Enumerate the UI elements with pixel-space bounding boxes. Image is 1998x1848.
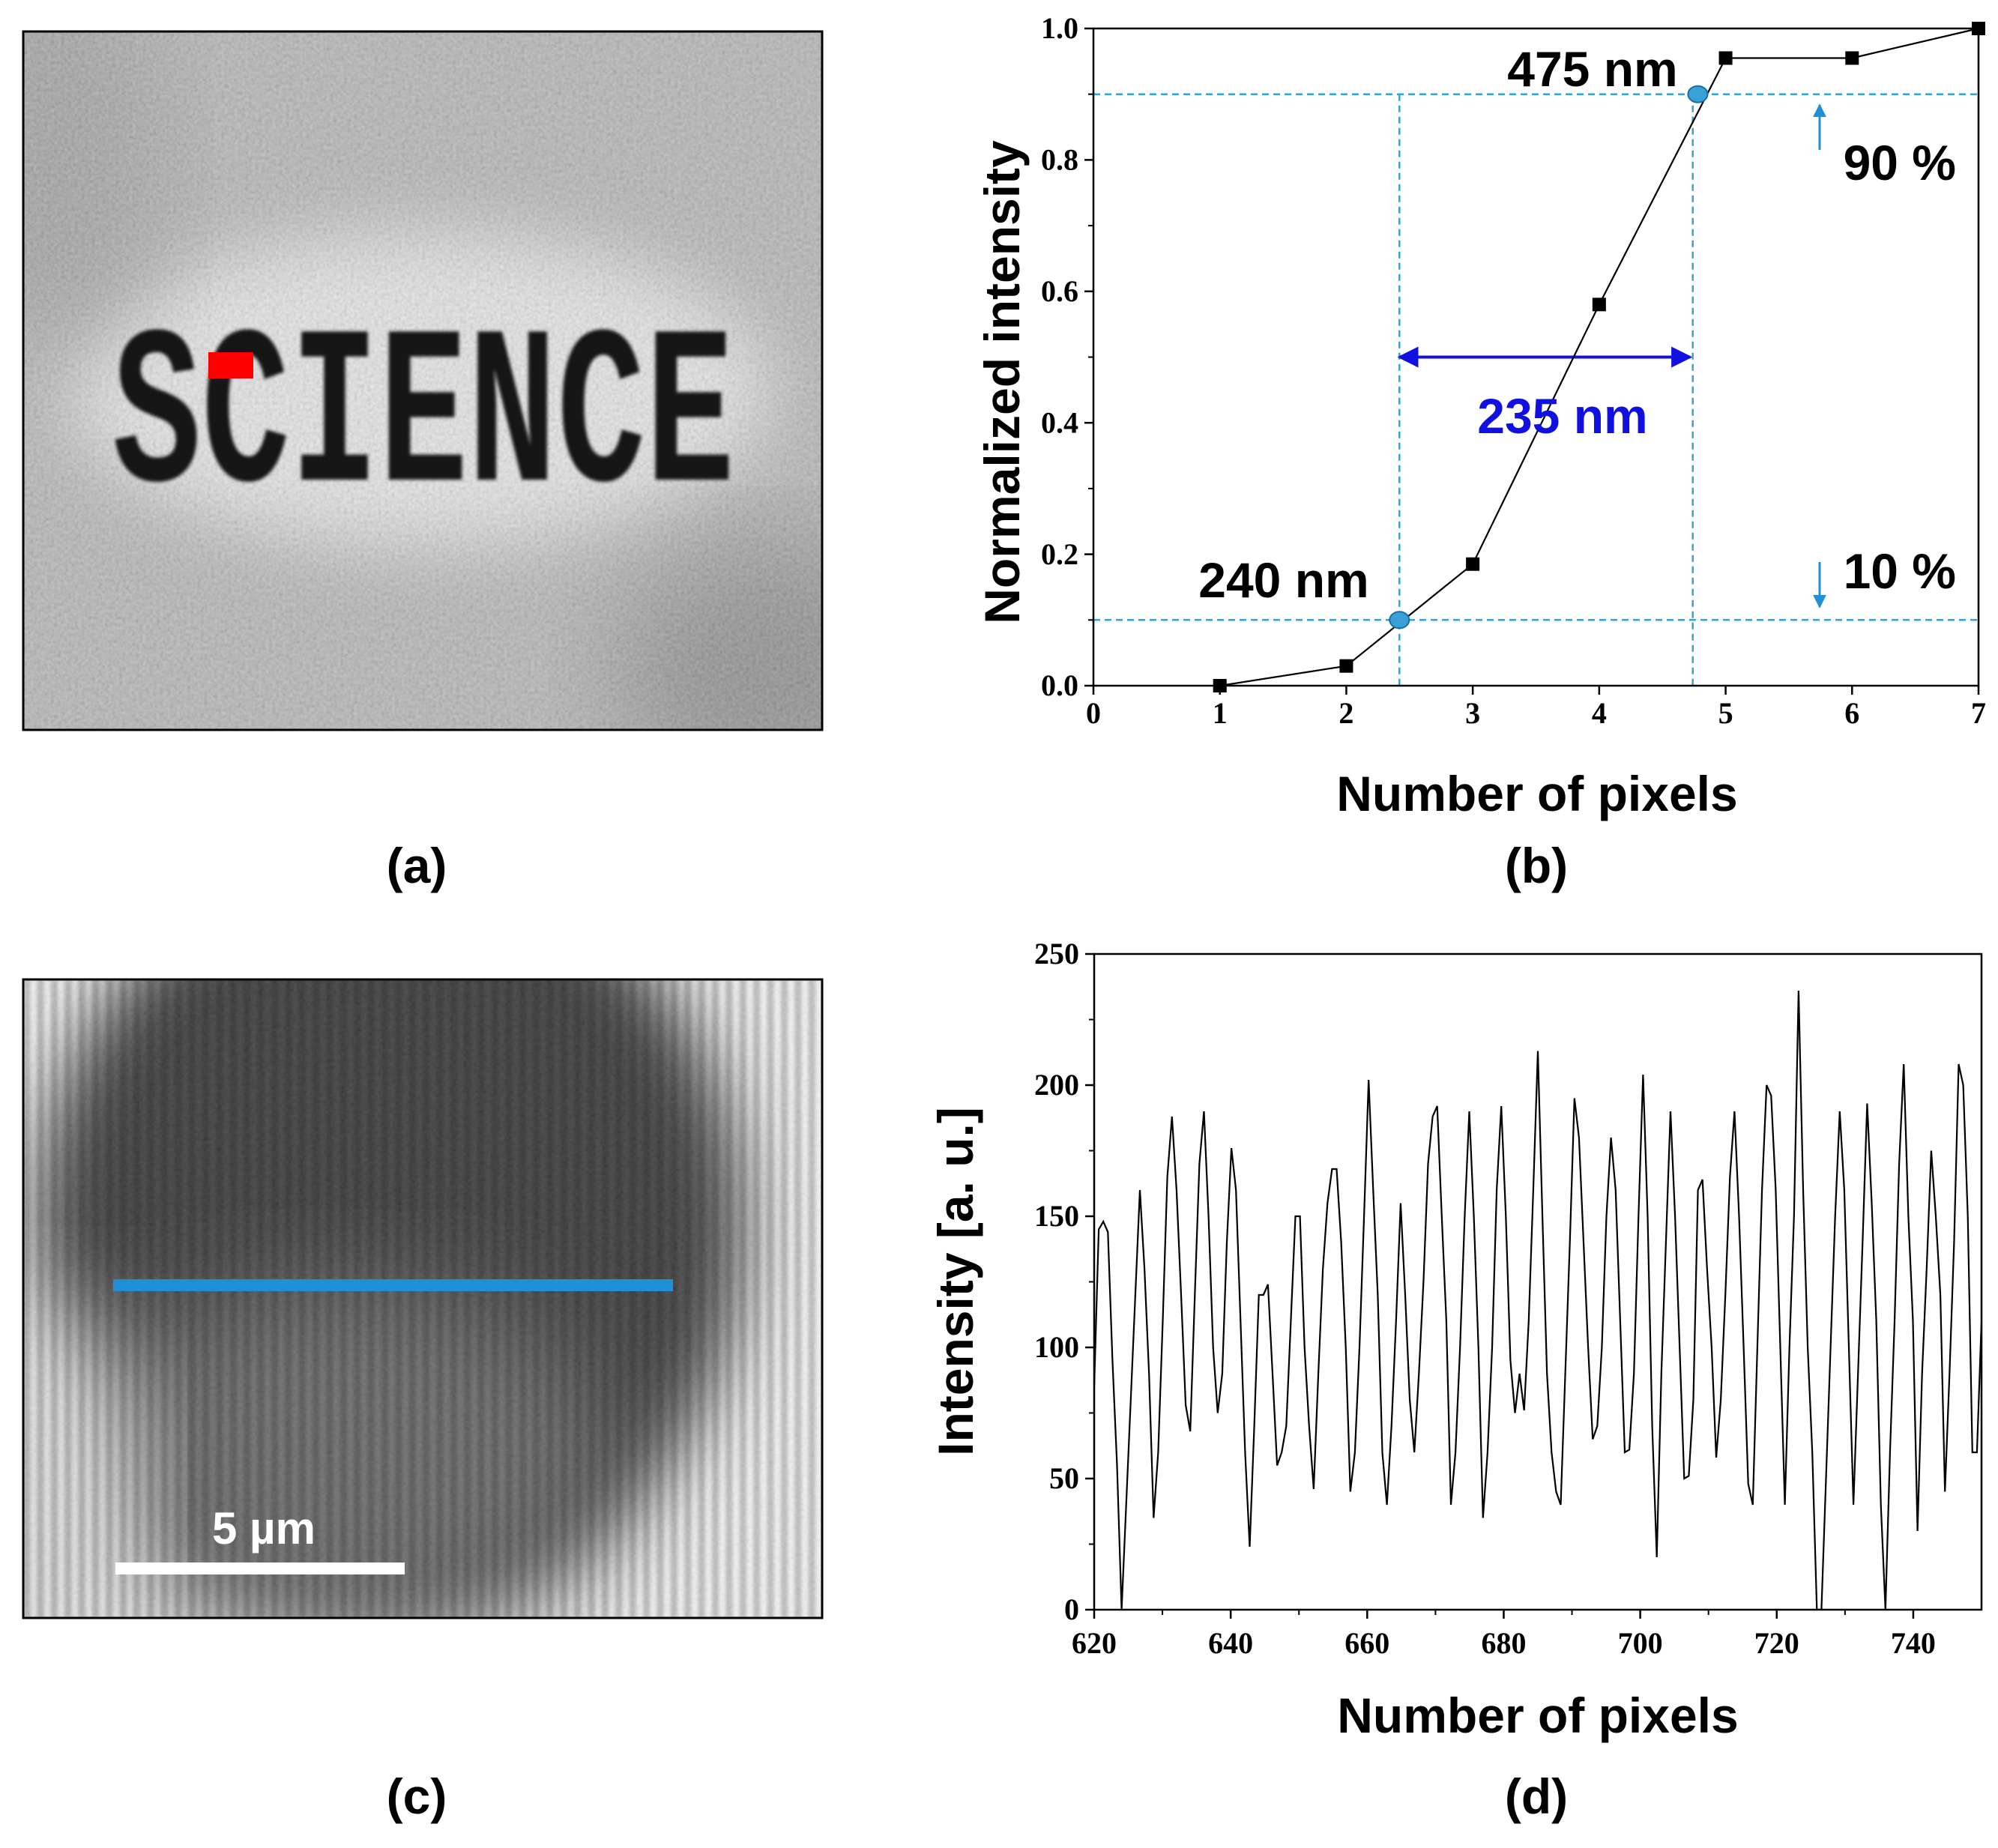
chart-b-ytick-label: 0.2 bbox=[1041, 537, 1078, 571]
chart-b-guides bbox=[1093, 93, 1979, 686]
chart-b-label-10: 10 % bbox=[1844, 543, 1956, 599]
chart-d-ytick-label: 250 bbox=[1034, 937, 1079, 970]
chart-d-ytick-label: 0 bbox=[1064, 1592, 1079, 1626]
panel-a-image: SCIENCE bbox=[23, 31, 822, 730]
chart-d-xtick-label: 660 bbox=[1344, 1626, 1389, 1660]
chart-b-label-90: 90 % bbox=[1844, 135, 1956, 190]
chart-b-point bbox=[1339, 659, 1353, 673]
chart-d-xtick-label: 700 bbox=[1618, 1626, 1663, 1660]
chart-b-point bbox=[1845, 51, 1859, 65]
panel-a-red-marker bbox=[208, 352, 253, 378]
chart-b-ytick-label: 0.6 bbox=[1041, 274, 1078, 308]
chart-b: 475 nm 240 nm 90 % 10 % 235 nm 0 1 2 3 4 5 6 70… bbox=[974, 11, 1986, 893]
chart-b-xtick-label: 0 bbox=[1086, 696, 1101, 730]
chart-b-ytick-label: 1.0 bbox=[1041, 11, 1078, 45]
chart-d-xtick-label: 720 bbox=[1754, 1626, 1799, 1660]
panel-c-scale-bar-label: 5 µm bbox=[212, 1503, 316, 1553]
chart-b-label-475: 475 nm bbox=[1507, 41, 1677, 97]
chart-d-xlabel: Number of pixels bbox=[1337, 1688, 1738, 1743]
chart-b-label-240: 240 nm bbox=[1198, 552, 1368, 608]
chart-d-xtick-label: 620 bbox=[1072, 1626, 1117, 1660]
chart-b-xtick-label: 7 bbox=[1971, 696, 1986, 730]
chart-b-xtick-label: 2 bbox=[1338, 696, 1353, 730]
panel-c-label: (c) bbox=[387, 1769, 447, 1824]
chart-b-xtick-label: 1 bbox=[1213, 696, 1228, 730]
panel-a-border bbox=[22, 30, 824, 731]
chart-b-ylabel: Normalized intensity bbox=[974, 140, 1030, 624]
chart-b-crossing-point bbox=[1389, 611, 1410, 629]
panel-a-science-text: SCIENCE bbox=[112, 293, 734, 548]
chart-b-crossing-point bbox=[1687, 85, 1709, 103]
chart-b-series bbox=[1213, 22, 1985, 692]
chart-d: 620 640 660 680 700 720 740 0 50 100 150 200 250 Num… bbox=[928, 937, 1983, 1824]
chart-b-span-label: 235 nm bbox=[1477, 388, 1647, 444]
chart-b-panel-label: (b) bbox=[1505, 838, 1568, 893]
chart-b-point bbox=[1466, 557, 1480, 571]
chart-b-ytick-label: 0.4 bbox=[1041, 405, 1078, 439]
panel-a-label: (a) bbox=[387, 838, 447, 893]
chart-d-panel-label: (d) bbox=[1505, 1769, 1568, 1824]
chart-b-xtick-label: 3 bbox=[1465, 696, 1480, 730]
chart-d-ytick-label: 200 bbox=[1034, 1068, 1079, 1102]
chart-b-xtick-label: 4 bbox=[1592, 696, 1607, 730]
panel-a-grain bbox=[23, 31, 822, 730]
chart-d-series bbox=[1094, 990, 1982, 1610]
panel-c-grain bbox=[23, 979, 822, 1618]
chart-d-xtick-label: 640 bbox=[1208, 1626, 1253, 1660]
panel-c-border bbox=[22, 978, 824, 1619]
chart-d-axes: 620 640 660 680 700 720 740 0 50 100 150 200 250 bbox=[1034, 937, 1983, 1660]
chart-b-xtick-label: 5 bbox=[1718, 696, 1733, 730]
panel-c-image: 5 µm bbox=[23, 979, 822, 1618]
chart-d-ytick-label: 50 bbox=[1049, 1461, 1079, 1495]
chart-b-point bbox=[1718, 51, 1733, 65]
chart-d-ylabel: Intensity [a. u.] bbox=[928, 1107, 983, 1456]
chart-b-xlabel: Number of pixels bbox=[1336, 766, 1737, 821]
chart-d-xtick-label: 740 bbox=[1891, 1626, 1936, 1660]
chart-b-point bbox=[1592, 298, 1606, 312]
chart-d-ytick-label: 100 bbox=[1034, 1330, 1079, 1364]
chart-d-line bbox=[1094, 990, 1982, 1610]
chart-b-ytick-label: 0.8 bbox=[1041, 143, 1078, 177]
chart-d-ytick-label: 150 bbox=[1034, 1199, 1079, 1233]
chart-b-ytick-label: 0.0 bbox=[1041, 668, 1078, 702]
chart-b-annotations: 475 nm 240 nm 90 % 10 % 235 nm bbox=[1198, 41, 1956, 609]
chart-b-xtick-label: 6 bbox=[1844, 696, 1859, 730]
chart-b-axes: 0 1 2 3 4 5 6 7 0.0 0.2 0.4 0.6 0.8 1.0 bbox=[1041, 11, 1986, 730]
chart-d-xtick-label: 680 bbox=[1481, 1626, 1526, 1660]
